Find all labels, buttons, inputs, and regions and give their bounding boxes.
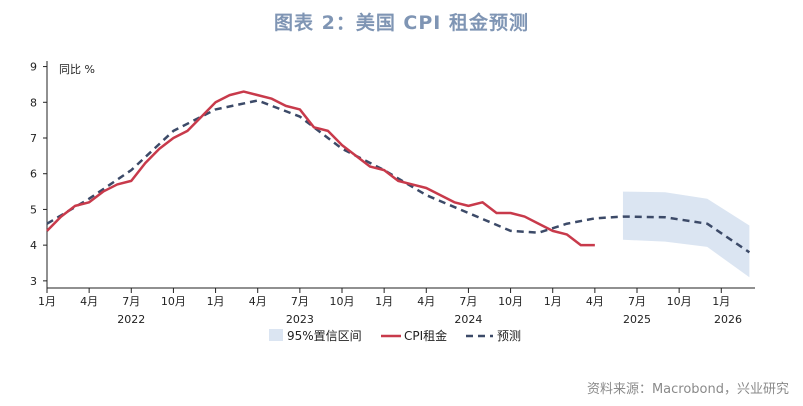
source-note: 资料来源：Macrobond，兴业研究 — [586, 382, 789, 397]
legend-band-label: 95%置信区间 — [287, 329, 362, 343]
confidence-band — [622, 191, 750, 278]
legend-actual-label: CPI租金 — [404, 328, 447, 343]
x-tick-label: 7月 — [122, 295, 140, 308]
x-tick-label: 10月 — [161, 295, 186, 308]
y-tick-label: 8 — [30, 96, 37, 109]
x-tick-label: 1月 — [38, 295, 56, 308]
x-tick-label: 7月 — [291, 295, 309, 308]
x-tick-label: 4月 — [417, 295, 435, 308]
x-year-label: 2023 — [286, 313, 314, 326]
confidence-band-layer — [622, 191, 750, 278]
x-tick-label: 1月 — [375, 295, 393, 308]
x-year-label: 2024 — [454, 313, 482, 326]
x-tick-label: 1月 — [712, 295, 730, 308]
x-tick-label: 10月 — [667, 295, 692, 308]
y-tick-label: 4 — [30, 239, 37, 252]
x-tick-label: 4月 — [249, 295, 267, 308]
y-tick-label: 7 — [30, 132, 37, 145]
series-layer — [46, 90, 751, 254]
cpi-rent-line — [46, 90, 595, 247]
x-year-label: 2025 — [623, 313, 651, 326]
x-year-label: 2026 — [714, 313, 742, 326]
legend: 95%置信区间 CPI租金 预测 — [269, 328, 521, 343]
y-axis-unit-label: 同比 % — [59, 63, 95, 76]
chart-title: 图表 2：美国 CPI 租金预测 — [273, 12, 529, 34]
x-year-label: 2022 — [117, 313, 145, 326]
x-tick-label: 1月 — [207, 295, 225, 308]
legend-band-swatch — [269, 329, 283, 341]
y-tick-label: 9 — [30, 61, 37, 74]
legend-forecast-label: 预测 — [497, 329, 521, 343]
x-tick-label: 10月 — [330, 295, 355, 308]
x-tick-label: 7月 — [459, 295, 477, 308]
x-tick-label: 10月 — [498, 295, 523, 308]
x-tick-label: 4月 — [586, 295, 604, 308]
axes: 3 4 5 6 7 8 9 同比 % 1月 4月 7月 10月 1月 4月 7月 10月 1月 4月 7月 10月 1月… — [30, 61, 755, 326]
y-tick-label: 6 — [30, 168, 37, 181]
y-tick-label: 5 — [30, 203, 37, 216]
x-tick-label: 1月 — [544, 295, 562, 308]
x-tick-label: 7月 — [628, 295, 646, 308]
x-tick-label: 4月 — [80, 295, 98, 308]
y-tick-label: 3 — [30, 275, 37, 288]
forecast-line — [46, 99, 751, 254]
